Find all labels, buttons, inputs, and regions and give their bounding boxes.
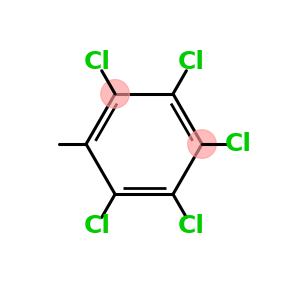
Text: Cl: Cl xyxy=(225,132,252,156)
Text: Cl: Cl xyxy=(83,214,110,238)
Circle shape xyxy=(188,130,216,158)
Text: Cl: Cl xyxy=(178,50,205,74)
Text: Cl: Cl xyxy=(178,214,205,238)
Circle shape xyxy=(101,80,129,108)
Text: Cl: Cl xyxy=(83,50,110,74)
